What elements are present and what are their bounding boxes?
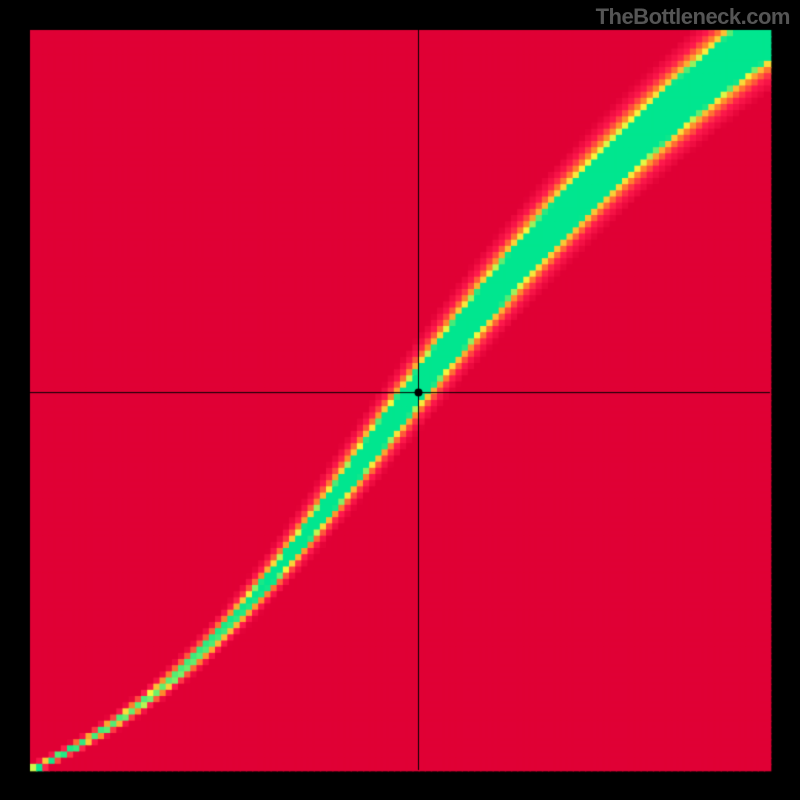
chart-container: TheBottleneck.com <box>0 0 800 800</box>
heatmap-canvas <box>0 0 800 800</box>
watermark-text: TheBottleneck.com <box>596 4 790 30</box>
